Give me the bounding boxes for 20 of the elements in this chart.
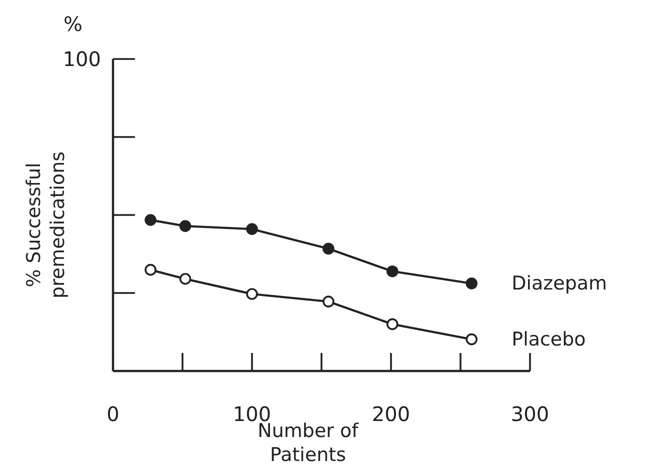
point <box>246 223 258 235</box>
point <box>179 272 192 285</box>
y-axis-title: % Successful premedications <box>23 151 69 299</box>
point <box>466 333 478 346</box>
point <box>322 242 334 255</box>
point <box>246 288 258 300</box>
x-tick-label: 200 <box>372 402 410 426</box>
text: 100 <box>62 47 101 71</box>
point <box>386 318 398 330</box>
x-tick-label: 0 <box>106 402 120 426</box>
point <box>466 278 478 290</box>
series-label: Placebo <box>512 328 586 350</box>
x-tick-label: 300 <box>510 402 550 426</box>
point <box>179 220 192 232</box>
text: % <box>63 12 83 36</box>
point <box>144 214 156 226</box>
series-label: Diazepam <box>512 272 608 294</box>
point <box>144 264 156 276</box>
point <box>322 296 334 308</box>
point <box>386 265 398 278</box>
